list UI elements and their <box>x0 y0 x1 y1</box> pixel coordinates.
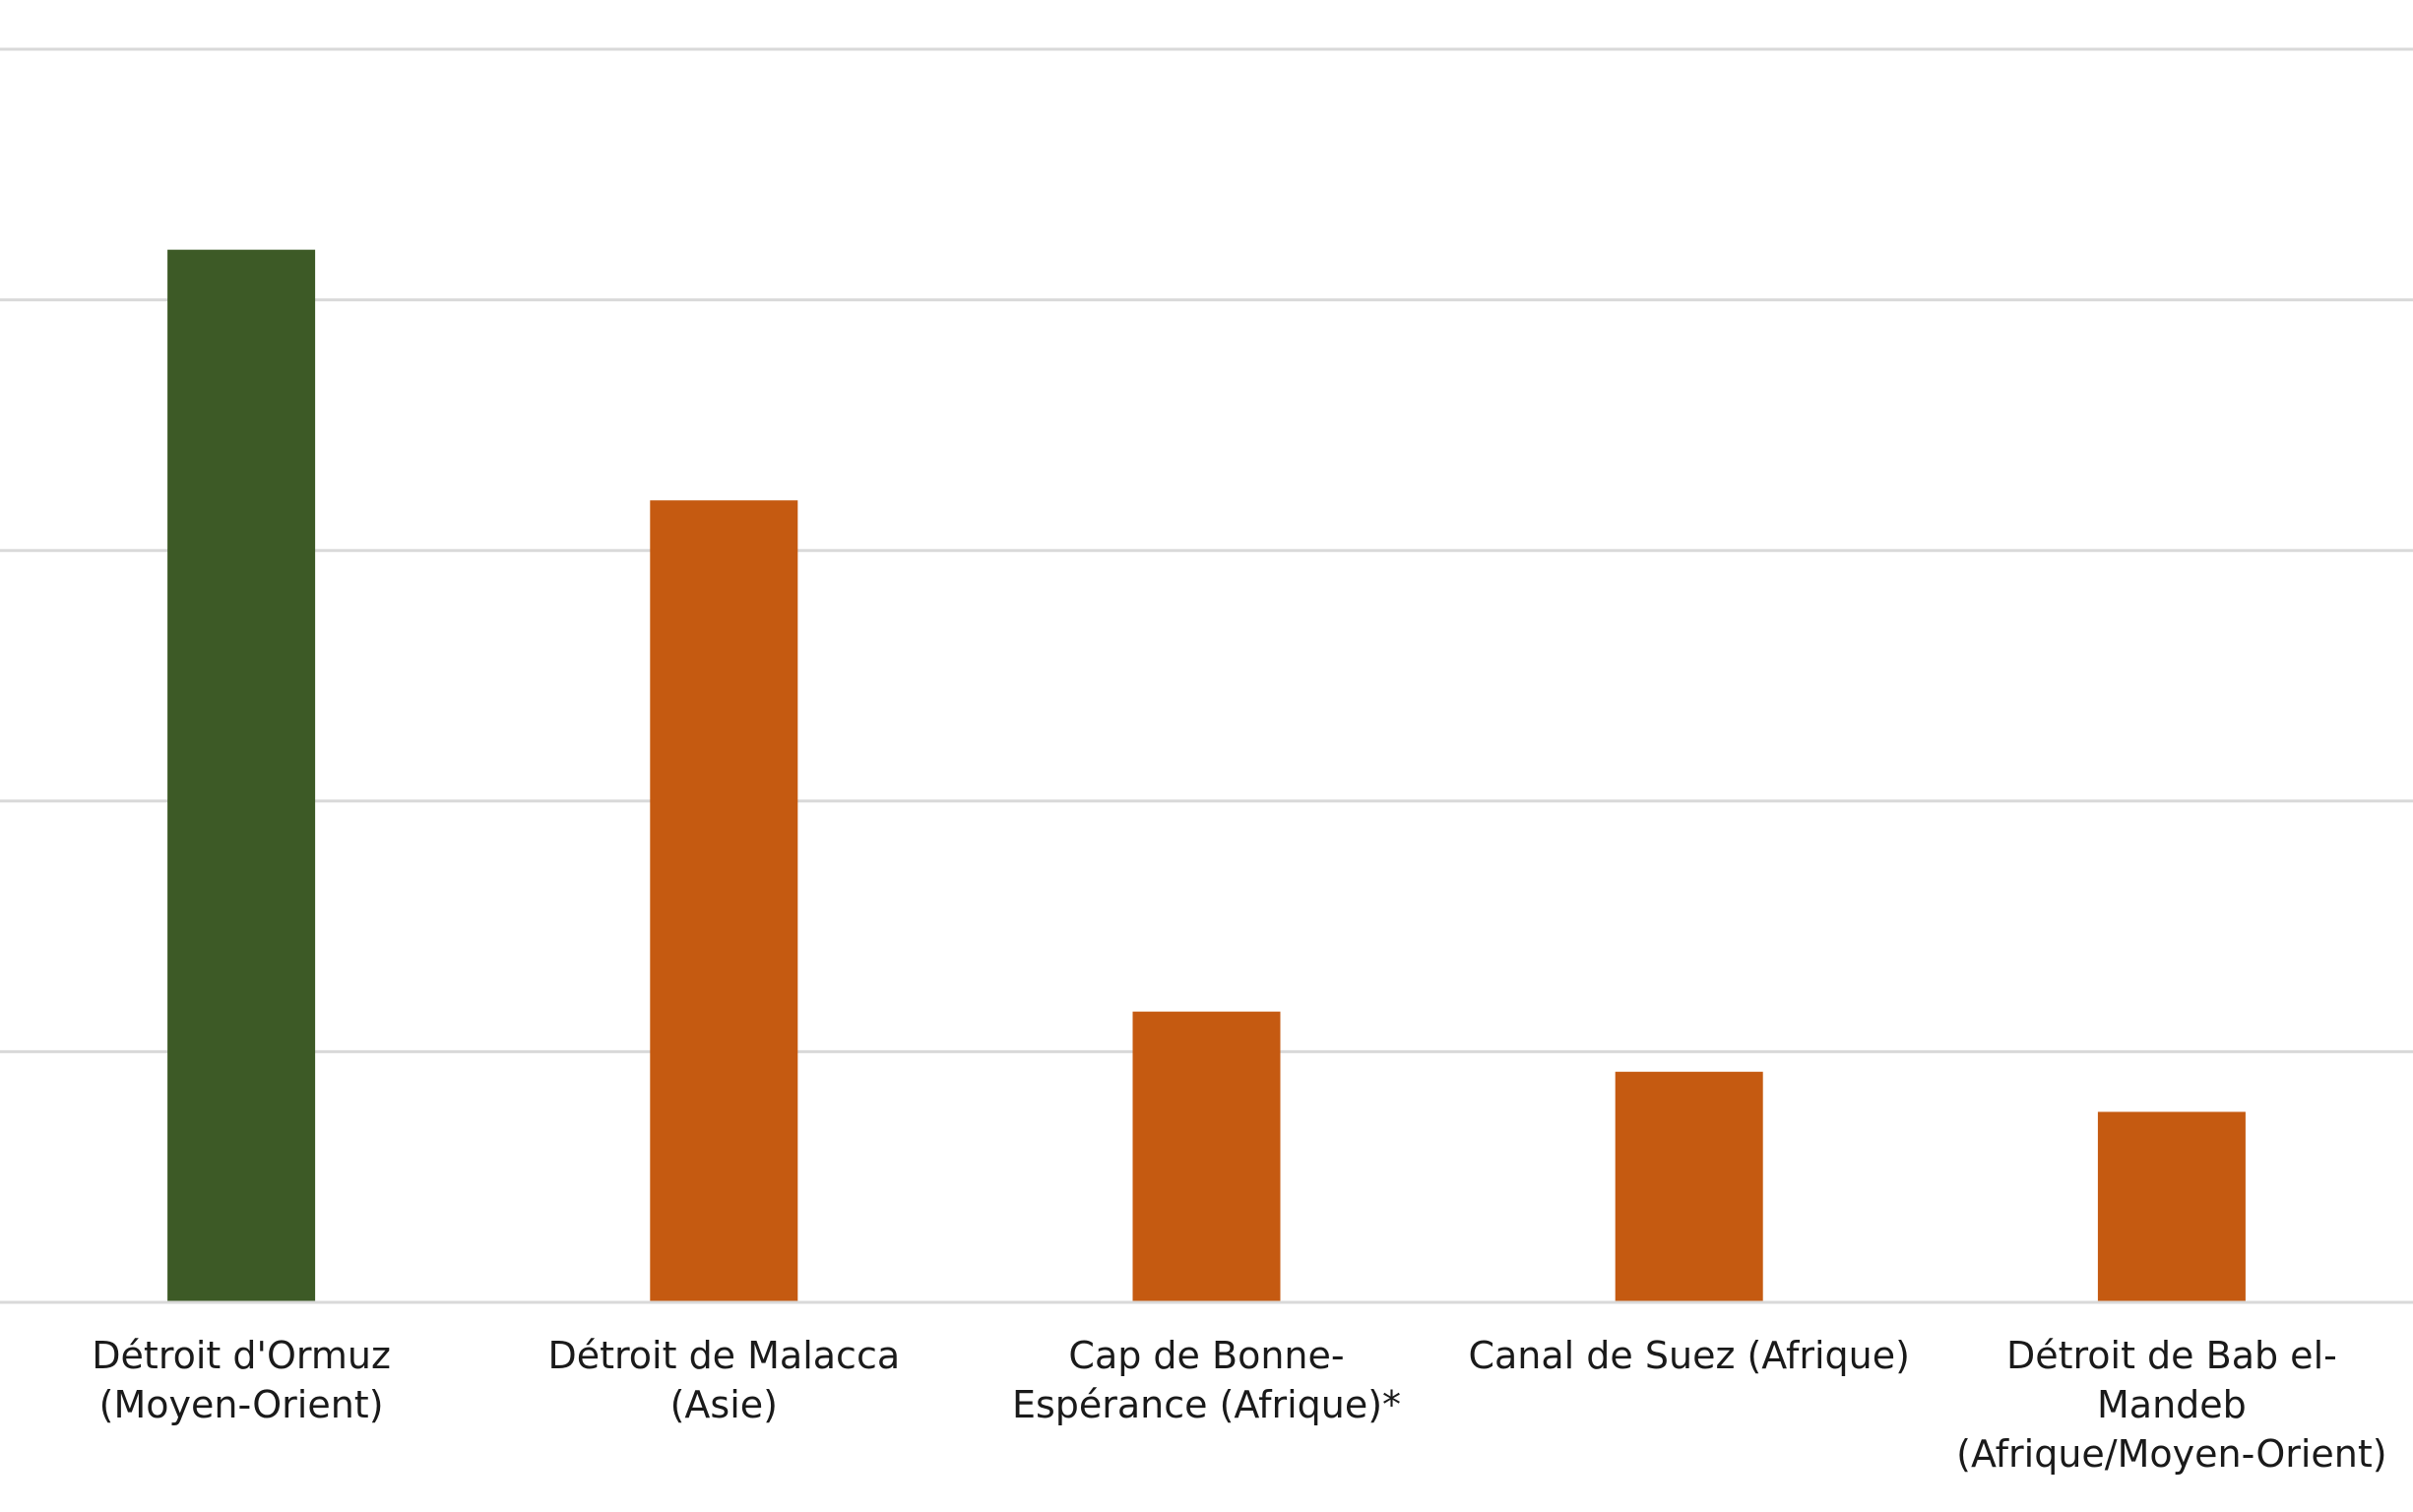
bar-0 <box>167 249 316 1303</box>
category-label-line: Détroit de Bab el- <box>2006 1334 2337 1377</box>
category-label-line: (Afrique/Moyen-Orient) <box>1956 1432 2386 1476</box>
category-label-line: Détroit de Malacca <box>547 1334 900 1377</box>
bars <box>167 249 2246 1303</box>
bar-2 <box>1132 1011 1281 1302</box>
category-label-line: Canal de Suez (Afrique) <box>1468 1334 1909 1377</box>
bar-4 <box>2097 1111 2246 1302</box>
category-label-line: Mandeb <box>2097 1383 2247 1426</box>
category-label-line: Détroit d'Ormuz <box>92 1334 391 1377</box>
category-label-line: Cap de Bonne- <box>1068 1334 1344 1377</box>
category-label-1: Détroit de Malacca (Asie) <box>547 1334 900 1426</box>
category-label-2: Cap de Bonne- Espérance (Afrique)* <box>1012 1334 1401 1426</box>
category-label-4: Détroit de Bab el- Mandeb (Afrique/Moyen-O… <box>1956 1334 2386 1476</box>
bar-1 <box>650 500 798 1302</box>
category-label-0: Détroit d'Ormuz (Moyen-Orient) <box>92 1334 391 1426</box>
category-label-line: Espérance (Afrique)* <box>1012 1383 1401 1426</box>
bar-3 <box>1615 1071 1763 1302</box>
category-label-3: Canal de Suez (Afrique) <box>1468 1334 1909 1377</box>
category-labels: Détroit d'Ormuz (Moyen-Orient) Détroit de … <box>92 1334 2386 1476</box>
gridlines <box>0 47 2413 1053</box>
category-label-line: (Moyen-Orient) <box>99 1383 384 1426</box>
category-label-line: (Asie) <box>670 1383 778 1426</box>
